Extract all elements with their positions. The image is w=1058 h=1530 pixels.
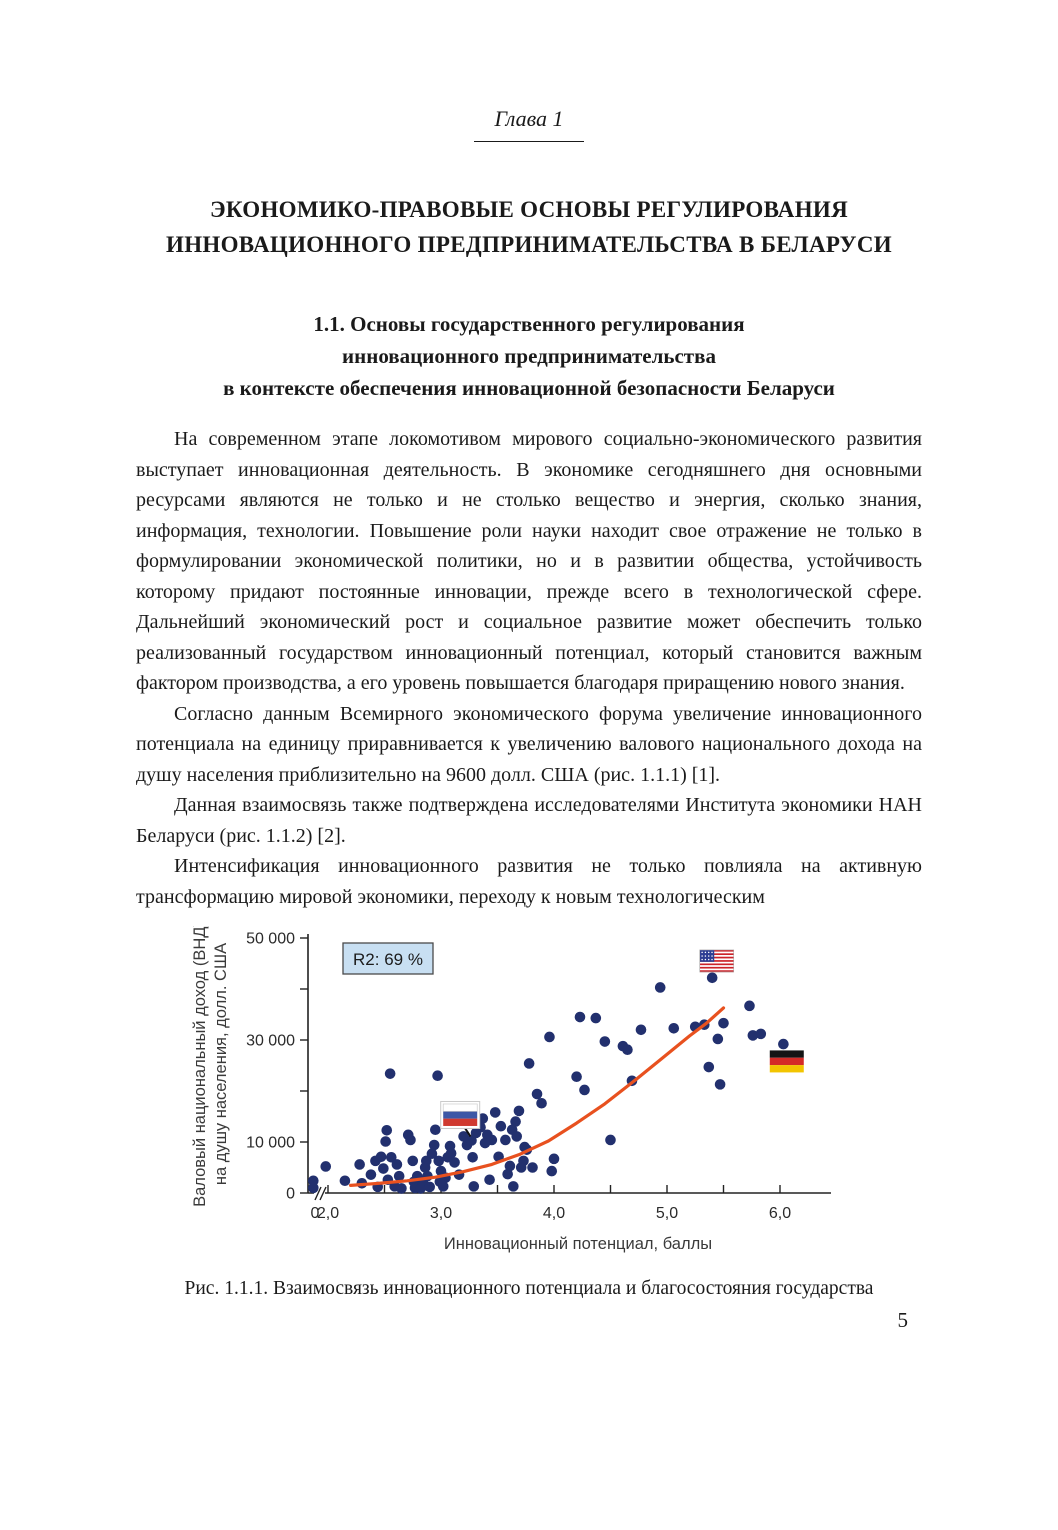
russia-flag-icon xyxy=(440,1100,481,1129)
section-heading-line-1: 1.1. Основы государственного регулирован… xyxy=(313,312,745,336)
r2-box: R2: 69 % xyxy=(342,942,434,975)
scatter-points xyxy=(308,972,789,1194)
figure-caption: Рис. 1.1.1. Взаимосвязь инновационного п… xyxy=(184,1278,874,1299)
chapter-label-text: Глава 1 xyxy=(474,106,584,142)
svg-text:50 000: 50 000 xyxy=(246,931,295,948)
section-heading-line-2: инновационного предпринимательства xyxy=(342,344,716,368)
svg-text:4,0: 4,0 xyxy=(543,1205,565,1222)
paragraph-1: На современном этапе локомотивом мировог… xyxy=(136,428,922,694)
trend-line xyxy=(349,1006,726,1187)
usa-flag-icon xyxy=(699,949,735,973)
svg-text:6,0: 6,0 xyxy=(769,1205,791,1222)
svg-text:3,0: 3,0 xyxy=(430,1205,452,1222)
svg-text:0: 0 xyxy=(311,1205,320,1222)
body-text: На современном этапе локомотивом мировог… xyxy=(136,424,922,912)
svg-text:2,0: 2,0 xyxy=(317,1205,339,1222)
x-axis-title: Инновационный потенциал, баллы xyxy=(444,1235,712,1253)
document-title-line-1: ЭКОНОМИКО-ПРАВОВЫЕ ОСНОВЫ РЕГУЛИРОВАНИЯ xyxy=(209,197,848,222)
svg-text:10 000: 10 000 xyxy=(246,1135,295,1152)
figure-1-1-1: R2: 69 % 0 10 000 30 000 50 000 2,0 3,0 4,0 5,0 6… xyxy=(168,926,878,1266)
svg-text:R2: 69 %: R2: 69 % xyxy=(353,950,423,969)
scatter-chart: R2: 69 % 0 10 000 30 000 50 000 2,0 3,0 4,0 5,0 6… xyxy=(191,926,831,1253)
page-number: 5 xyxy=(897,1308,909,1332)
svg-text:30 000: 30 000 xyxy=(246,1033,295,1050)
svg-text:5,0: 5,0 xyxy=(656,1205,678,1222)
y-axis-title-line-2: на душу населения, долл. США xyxy=(212,943,230,1185)
document-title: ЭКОНОМИКО-ПРАВОВЫЕ ОСНОВЫ РЕГУЛИРОВАНИЯ … xyxy=(0,192,1058,262)
chapter-label: Глава 1 xyxy=(0,0,1058,142)
paragraph-4: Интенсификация инновационного развития н… xyxy=(136,855,922,908)
section-heading: 1.1. Основы государственного регулирован… xyxy=(0,308,1058,404)
document-title-line-2: ИННОВАЦИОННОГО ПРЕДПРИНИМАТЕЛЬСТВА В БЕЛ… xyxy=(166,232,892,257)
paragraph-3: Данная взаимосвязь также подтверждена ис… xyxy=(136,794,922,847)
y-axis-title-line-1: Валовый национальный доход (ВНД) xyxy=(191,926,209,1207)
axes: 0 10 000 30 000 50 000 2,0 3,0 4,0 5,0 6,0 0 xyxy=(246,931,831,1222)
paragraph-2: Согласно данным Всемирного экономическог… xyxy=(136,702,922,786)
section-heading-line-3: в контексте обеспечения инновационной бе… xyxy=(223,376,835,400)
svg-text:0: 0 xyxy=(286,1186,295,1203)
germany-flag-icon xyxy=(769,1050,804,1073)
